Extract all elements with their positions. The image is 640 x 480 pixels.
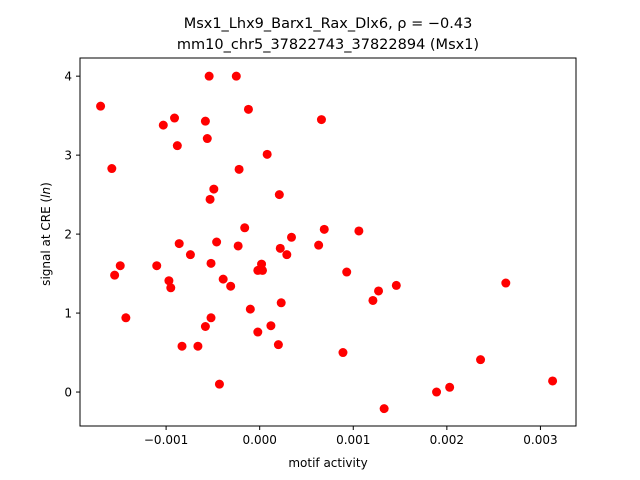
data-point [204, 71, 214, 81]
data-point [275, 243, 285, 253]
data-point [287, 232, 296, 242]
data-point [379, 404, 389, 414]
plot-area [79, 57, 577, 427]
data-point [273, 340, 283, 350]
data-point [391, 280, 401, 290]
data-point [121, 313, 131, 323]
data-point [243, 104, 253, 114]
data-point [226, 281, 236, 291]
x-tick-label: 0.000 [243, 433, 277, 447]
data-point [152, 261, 162, 271]
data-point [240, 223, 250, 233]
data-points [96, 71, 558, 414]
data-point [107, 164, 117, 174]
chart-title-prefix: Msx1_Lhx9_Barx1_Rax_Dlx6, [184, 16, 398, 32]
data-point [476, 355, 486, 365]
y-tick-label: 2 [64, 228, 72, 242]
data-point [172, 141, 182, 151]
data-point [234, 164, 244, 174]
data-point [266, 321, 276, 331]
data-point [218, 274, 228, 284]
data-point [253, 327, 263, 337]
data-point [202, 134, 212, 144]
data-point [193, 341, 203, 351]
x-axis-ticks: −0.001 0.000 0.001 0.002 0.003 [144, 426, 558, 447]
y-tick-label: 3 [64, 149, 72, 163]
data-point [115, 261, 125, 271]
x-tick-label: −0.001 [144, 433, 188, 447]
y-tick-label: 1 [64, 307, 72, 321]
data-point [342, 267, 352, 277]
y-axis-label: signal at CRE (ln) [39, 182, 53, 286]
data-point [96, 101, 106, 111]
data-point [110, 270, 120, 280]
x-tick-label: 0.002 [430, 433, 464, 447]
axes-frame [80, 58, 576, 426]
data-point [174, 239, 184, 249]
data-point [166, 283, 176, 293]
data-point [233, 241, 243, 251]
y-tick-label: 4 [64, 70, 72, 84]
data-point [276, 298, 286, 308]
y-axis-label-prefix: signal at CRE ( [39, 198, 53, 286]
y-axis-label-italic: ln [39, 187, 53, 198]
y-axis-label-suffix: ) [39, 182, 53, 187]
data-point [319, 224, 329, 234]
data-point [432, 387, 442, 397]
data-point [274, 190, 284, 200]
data-point [200, 322, 210, 331]
data-point [209, 184, 219, 194]
data-point [164, 276, 174, 286]
data-point [368, 295, 378, 305]
x-tick-label: 0.001 [336, 433, 370, 447]
data-point [158, 120, 168, 130]
data-point [262, 149, 272, 159]
data-point [206, 258, 216, 268]
data-point [354, 226, 364, 236]
data-point [212, 237, 222, 247]
data-point [445, 382, 455, 392]
data-point [374, 286, 384, 296]
data-point [214, 379, 224, 389]
data-point [501, 278, 511, 288]
data-point [338, 348, 348, 358]
data-point [170, 113, 180, 123]
chart-title-line2: mm10_chr5_37822743_37822894 (Msx1) [177, 37, 479, 53]
data-point [231, 71, 241, 81]
x-axis-label: motif activity [288, 456, 367, 470]
data-point [548, 376, 558, 386]
y-axis-ticks: 0 1 2 3 4 [64, 70, 80, 400]
data-point [206, 313, 216, 323]
data-point [177, 341, 187, 351]
data-point [200, 116, 210, 126]
chart-title-line1: Msx1_Lhx9_Barx1_Rax_Dlx6, ρ = −0.43 [184, 16, 473, 32]
data-point [316, 115, 326, 125]
axes-border [79, 57, 577, 427]
data-point [282, 250, 292, 260]
x-tick-label: 0.003 [523, 433, 557, 447]
y-tick-label: 0 [64, 386, 72, 400]
chart-title-statistic: ρ = −0.43 [397, 16, 472, 32]
data-point [314, 240, 324, 250]
data-point [185, 250, 195, 260]
data-point [205, 194, 215, 204]
data-point [245, 304, 255, 314]
data-point [257, 265, 267, 275]
